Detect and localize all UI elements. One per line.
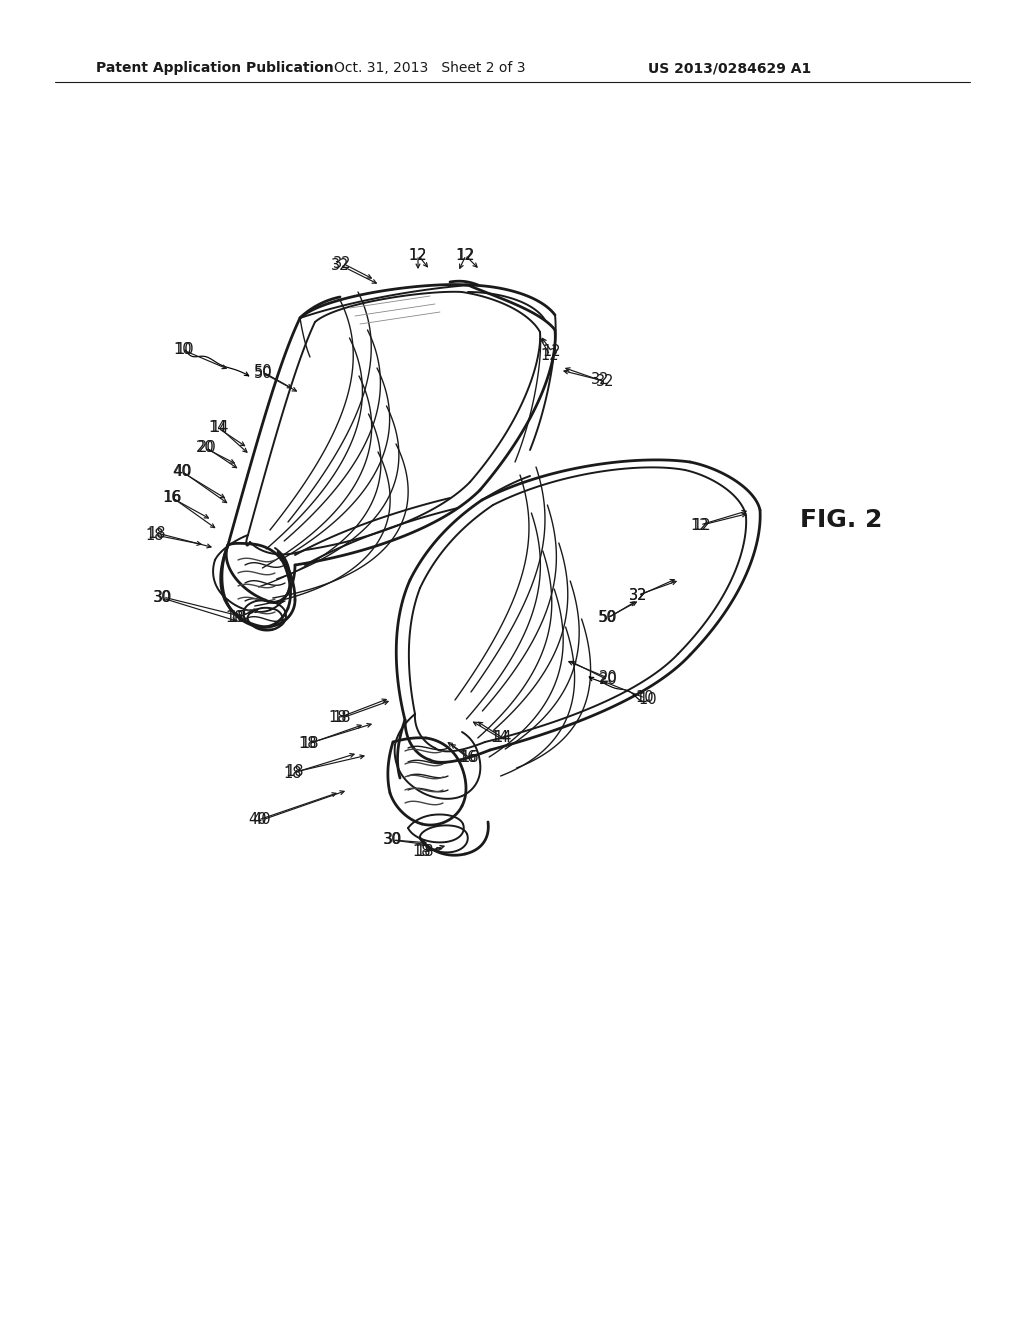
- Text: 18: 18: [299, 737, 317, 751]
- Text: 16: 16: [164, 491, 182, 506]
- Text: 20: 20: [599, 672, 617, 688]
- Text: 18: 18: [413, 845, 431, 859]
- Text: 18: 18: [416, 845, 434, 859]
- Text: Oct. 31, 2013   Sheet 2 of 3: Oct. 31, 2013 Sheet 2 of 3: [334, 61, 525, 75]
- Text: 12: 12: [456, 248, 474, 263]
- Text: 12: 12: [409, 248, 427, 263]
- Text: 32: 32: [591, 372, 609, 388]
- Text: 50: 50: [599, 610, 617, 626]
- Text: 20: 20: [599, 671, 617, 685]
- Text: 14: 14: [490, 730, 509, 746]
- Text: 32: 32: [629, 589, 647, 603]
- Text: 32: 32: [629, 587, 647, 602]
- Text: 16: 16: [163, 491, 181, 506]
- Text: 50: 50: [254, 366, 272, 380]
- Text: 14: 14: [494, 730, 512, 746]
- Text: 40: 40: [174, 465, 193, 479]
- Text: 20: 20: [198, 441, 216, 455]
- Text: 50: 50: [254, 364, 272, 380]
- Text: 30: 30: [154, 590, 172, 605]
- Text: 18: 18: [329, 710, 347, 726]
- Text: 18: 18: [301, 735, 319, 751]
- Text: 32: 32: [331, 257, 349, 272]
- Text: 40: 40: [249, 813, 267, 828]
- Text: 30: 30: [384, 833, 402, 847]
- Text: 32: 32: [596, 375, 614, 389]
- Text: 12: 12: [690, 517, 710, 532]
- Text: US 2013/0284629 A1: US 2013/0284629 A1: [648, 61, 812, 75]
- Text: 12: 12: [409, 248, 427, 263]
- Text: FIG. 2: FIG. 2: [800, 508, 883, 532]
- Text: 16: 16: [461, 751, 479, 766]
- Text: 18: 18: [333, 710, 351, 726]
- Text: 14: 14: [209, 421, 227, 436]
- Text: 20: 20: [196, 441, 214, 455]
- Text: 50: 50: [598, 610, 616, 626]
- Text: 12: 12: [457, 248, 475, 263]
- Text: 32: 32: [333, 256, 351, 271]
- Text: 18: 18: [147, 525, 166, 540]
- Text: 18: 18: [225, 610, 245, 626]
- Text: 16: 16: [459, 751, 477, 766]
- Text: 10: 10: [636, 690, 654, 705]
- Text: 12: 12: [543, 345, 561, 359]
- Text: 30: 30: [153, 590, 171, 606]
- Text: 10: 10: [174, 342, 193, 358]
- Text: 10: 10: [639, 693, 657, 708]
- Text: 12: 12: [541, 347, 559, 363]
- Text: Patent Application Publication: Patent Application Publication: [96, 61, 334, 75]
- Text: 40: 40: [173, 465, 191, 479]
- Text: 18: 18: [145, 528, 164, 543]
- Text: 18: 18: [284, 766, 302, 780]
- Text: 18: 18: [286, 764, 304, 780]
- Text: 14: 14: [211, 421, 229, 436]
- Text: 12: 12: [692, 517, 712, 532]
- Text: 30: 30: [383, 833, 401, 847]
- Text: 40: 40: [253, 813, 271, 828]
- Text: 18: 18: [228, 610, 247, 626]
- Text: 10: 10: [176, 342, 195, 358]
